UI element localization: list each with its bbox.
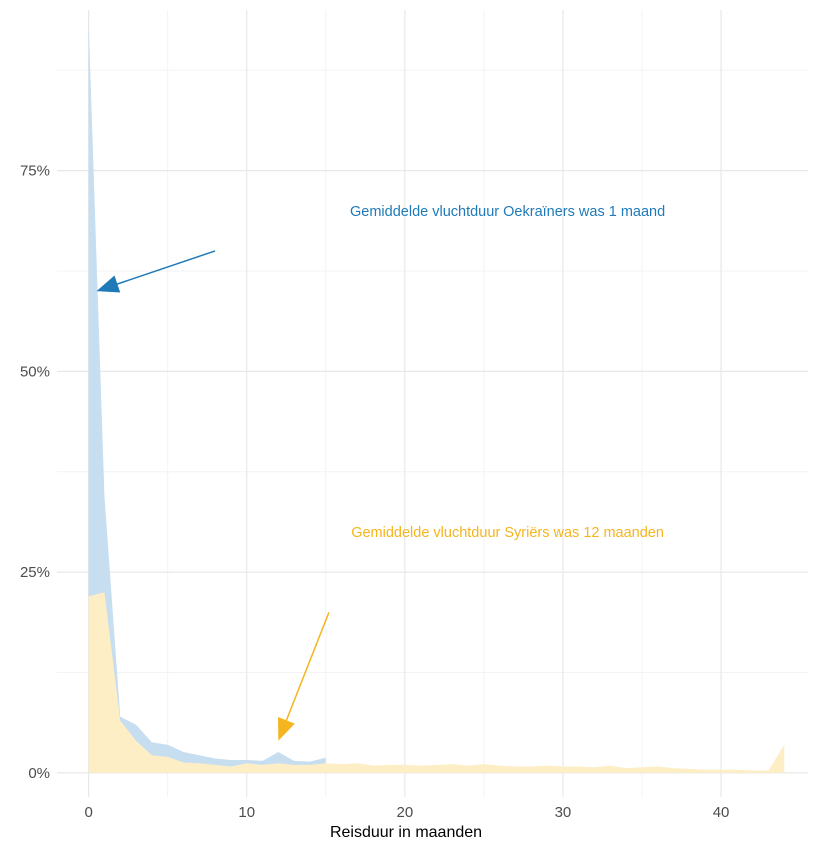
annotation-text-2: Gemiddelde vluchtduur Syriërs was 12 maa… <box>351 525 664 541</box>
y-tick-label: 50% <box>20 363 50 380</box>
x-axis-ticks: 0 10 20 30 40 <box>84 804 729 821</box>
annotation-text-1: Gemiddelde vluchtduur Oekraïners was 1 m… <box>350 204 665 220</box>
annotations: Gemiddelde vluchtduur Oekraïners was 1 m… <box>96 204 665 741</box>
y-axis-ticks: 0% 25% 50% 75% <box>20 163 50 782</box>
series-areas <box>88 22 785 773</box>
grid-lines <box>57 10 808 797</box>
x-axis-title: Reisduur in maanden <box>330 824 482 841</box>
series-area-2 <box>88 592 785 773</box>
arrow-line-1 <box>117 250 216 285</box>
y-tick-label: 75% <box>20 163 50 180</box>
arrow-line-2 <box>285 612 330 721</box>
arrow-head-2 <box>278 717 295 741</box>
y-tick-label: 0% <box>28 765 50 782</box>
arrow-head-1 <box>96 275 121 293</box>
x-tick-label: 10 <box>238 804 255 821</box>
x-tick-label: 20 <box>396 804 413 821</box>
x-tick-label: 0 <box>84 804 92 821</box>
x-tick-label: 30 <box>555 804 572 821</box>
y-tick-label: 25% <box>20 564 50 581</box>
series-area-1 <box>88 22 326 773</box>
x-tick-label: 40 <box>713 804 730 821</box>
